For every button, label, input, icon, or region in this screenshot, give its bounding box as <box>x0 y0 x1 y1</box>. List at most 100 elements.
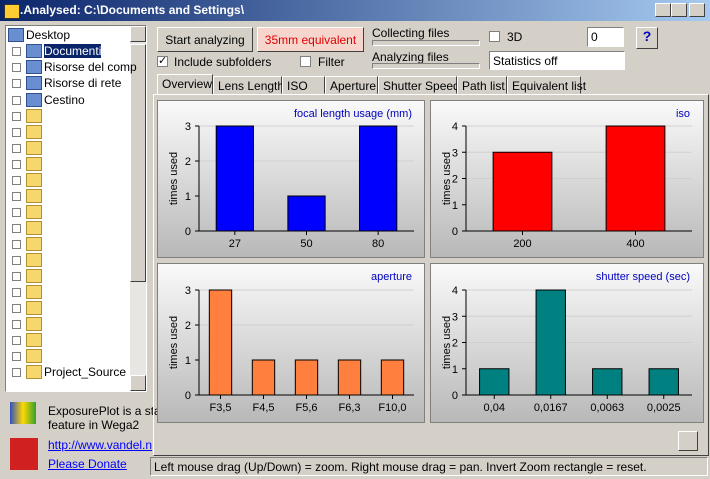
bar <box>337 359 362 396</box>
folder-icon <box>26 221 42 235</box>
bar <box>479 368 510 396</box>
expander[interactable] <box>12 160 21 169</box>
tree-item[interactable]: Documenti <box>44 44 102 58</box>
y-tick-label: 0 <box>185 390 191 402</box>
bar <box>287 195 326 232</box>
tree-item[interactable]: Risorse del comp <box>44 60 137 74</box>
expander[interactable] <box>12 79 21 88</box>
tree-item[interactable]: Desktop <box>26 28 71 42</box>
y-axis-label: times used <box>441 152 453 205</box>
bar <box>492 151 553 232</box>
chart: 0 1 2 3 4 shutter speed (sec) times used 0,04 0,… <box>430 263 704 423</box>
folder-icon <box>26 205 42 219</box>
expander[interactable] <box>12 144 21 153</box>
title-bar: .Analysed: C:\Documents and Settings\ <box>0 0 710 21</box>
link[interactable]: http://www.vandel.n <box>48 438 153 452</box>
folder-icon <box>26 333 42 347</box>
y-tick-label: 0 <box>452 390 458 402</box>
tree-item[interactable]: Cestino <box>44 93 85 107</box>
scrollbar[interactable] <box>130 26 146 391</box>
tab[interactable]: Shutter Speed <box>378 76 460 94</box>
close-button[interactable] <box>689 3 705 17</box>
tab-panel <box>153 94 709 456</box>
donate-link[interactable]: Please Donate <box>48 457 127 471</box>
info-text: ExposurePlot is a sta <box>48 404 161 418</box>
tab[interactable]: Aperture <box>325 76 378 94</box>
checkbox[interactable] <box>300 56 311 67</box>
x-tick-label: 80 <box>372 238 384 250</box>
chart-title: aperture <box>371 271 412 283</box>
folder-icon <box>26 141 42 155</box>
checkbox[interactable]: ✓ <box>157 55 168 67</box>
expander[interactable] <box>12 47 21 56</box>
expander[interactable] <box>12 304 21 313</box>
dropdown[interactable]: Statistics off <box>489 51 625 70</box>
expander[interactable] <box>12 368 21 377</box>
chart: 0 1 2 3 4 iso times used 200 400 <box>430 100 704 258</box>
tab[interactable]: Lens Length <box>213 76 284 94</box>
start-button[interactable]: Start analyzing <box>157 27 253 52</box>
x-tick-label: 200 <box>513 238 531 250</box>
expander[interactable] <box>12 288 21 297</box>
bar <box>208 289 233 396</box>
zoom-reset-button[interactable] <box>678 431 698 451</box>
expander[interactable] <box>12 63 21 72</box>
expander[interactable] <box>12 272 21 281</box>
help-button[interactable]: ? <box>636 27 658 49</box>
tab[interactable]: Overview <box>157 74 213 95</box>
tab[interactable]: Equivalent list <box>507 76 586 94</box>
tab[interactable]: ISO <box>282 76 325 94</box>
y-tick-label: 0 <box>452 226 458 238</box>
bar <box>648 368 679 396</box>
y-axis-label: times used <box>441 316 453 369</box>
dropdown-value: Statistics off <box>493 54 558 68</box>
minimize-button[interactable] <box>655 3 671 17</box>
info-text: feature in Wega2 <box>48 418 140 432</box>
x-tick-label: F10,0 <box>378 402 406 414</box>
tree-icon <box>8 28 24 42</box>
y-tick-label: 1 <box>452 200 458 212</box>
folder-icon <box>26 269 42 283</box>
x-tick-label: 0,04 <box>484 402 505 414</box>
tree-icon <box>26 44 42 58</box>
y-tick-label: 3 <box>452 147 458 159</box>
maximize-button[interactable] <box>671 3 687 17</box>
y-tick-label: 1 <box>185 191 191 203</box>
bar <box>535 289 566 396</box>
app-logo <box>10 402 36 424</box>
y-tick-label: 2 <box>452 174 458 186</box>
expander[interactable] <box>12 256 21 265</box>
y-axis-label: times used <box>168 152 180 205</box>
expander[interactable] <box>12 224 21 233</box>
tree-item[interactable]: Risorse di rete <box>44 76 122 90</box>
expander[interactable] <box>12 352 21 361</box>
folder-icon <box>26 173 42 187</box>
expander[interactable] <box>12 320 21 329</box>
expander[interactable] <box>12 336 21 345</box>
expander[interactable] <box>12 208 21 217</box>
folder-icon <box>26 237 42 251</box>
expander[interactable] <box>12 240 21 249</box>
expander[interactable] <box>12 128 21 137</box>
status-bar: Left mouse drag (Up/Down) = zoom. Right … <box>150 457 708 476</box>
folder-tree: Desktop Documenti Risorse del comp Risorse … <box>5 25 147 392</box>
tree-item[interactable]: Project_Source <box>44 365 127 379</box>
spinner[interactable]: 0 <box>587 27 624 47</box>
chart: 0 1 2 3 focal length usage (mm) times used 27 5… <box>157 100 425 258</box>
progress-bar <box>372 63 480 69</box>
expander[interactable] <box>12 192 21 201</box>
x-tick-label: F3,5 <box>209 402 231 414</box>
y-tick-label: 3 <box>452 311 458 323</box>
bar <box>380 359 405 396</box>
folder-icon <box>26 189 42 203</box>
expander[interactable] <box>12 176 21 185</box>
tab[interactable]: Path list <box>457 76 507 94</box>
expander[interactable] <box>12 96 21 105</box>
equivalent-button[interactable]: 35mm equivalent <box>257 27 364 52</box>
checkbox[interactable] <box>489 31 500 42</box>
expander[interactable] <box>12 112 21 121</box>
bar <box>592 368 623 396</box>
x-tick-label: F5,6 <box>295 402 317 414</box>
checkbox-label: 3D <box>507 30 523 44</box>
